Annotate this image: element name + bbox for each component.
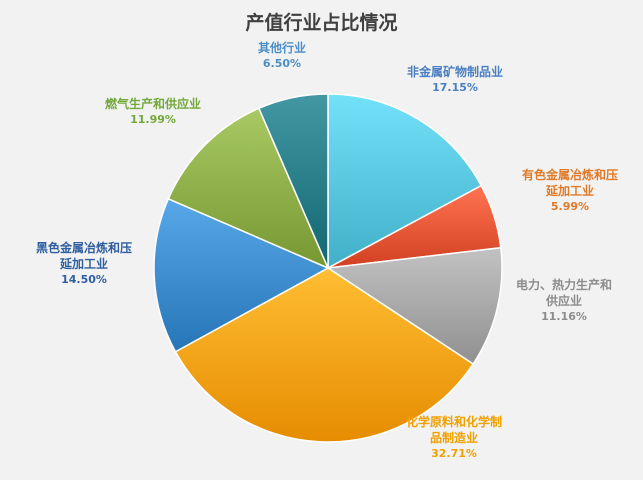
chart-title: 产值行业占比情况 bbox=[245, 12, 398, 34]
slice-percent: 17.15% bbox=[432, 81, 478, 94]
slice-name: 延加工业 bbox=[59, 257, 108, 271]
pie-slice bbox=[167, 107, 330, 270]
slice-percent: 6.50% bbox=[262, 57, 302, 70]
slice-label: 电力、热力生产和 供应业 11.16% bbox=[494, 277, 634, 325]
slice-label: 燃气生产和供应业 11.99% bbox=[83, 96, 223, 128]
slice-label: 化学原料和化学制 品制造业 32.71% bbox=[384, 414, 524, 462]
slice-name: 品制造业 bbox=[429, 431, 478, 445]
slice-name: 化学原料和化学制 bbox=[405, 415, 502, 429]
pie-slice bbox=[327, 93, 483, 270]
slice-label: 黑色金属冶炼和压 延加工业 14.50% bbox=[14, 240, 154, 288]
slice-percent: 14.50% bbox=[61, 273, 107, 286]
slice-percent: 11.99% bbox=[130, 113, 176, 126]
slice-label: 有色金属冶炼和压 延加工业 5.99% bbox=[500, 167, 640, 215]
slice-name: 非金属矿物制品业 bbox=[406, 65, 503, 79]
slice-percent: 32.71% bbox=[431, 447, 477, 460]
slice-name: 延加工业 bbox=[545, 184, 594, 198]
slice-name: 黑色金属冶炼和压 bbox=[35, 241, 132, 255]
slice-name: 燃气生产和供应业 bbox=[104, 97, 201, 111]
slice-label: 其他行业 6.50% bbox=[212, 40, 352, 72]
pie-slice bbox=[325, 246, 503, 366]
slice-name: 电力、热力生产和 bbox=[515, 278, 612, 292]
slice-percent: 11.16% bbox=[541, 310, 587, 323]
pie-slice bbox=[257, 93, 329, 269]
slice-name: 有色金属冶炼和压 bbox=[521, 168, 618, 182]
slice-percent: 5.99% bbox=[550, 200, 590, 213]
slice-name: 其他行业 bbox=[257, 41, 306, 55]
slice-name: 供应业 bbox=[545, 294, 582, 308]
slice-label: 非金属矿物制品业 17.15% bbox=[385, 64, 525, 96]
pie-slice bbox=[153, 197, 330, 353]
